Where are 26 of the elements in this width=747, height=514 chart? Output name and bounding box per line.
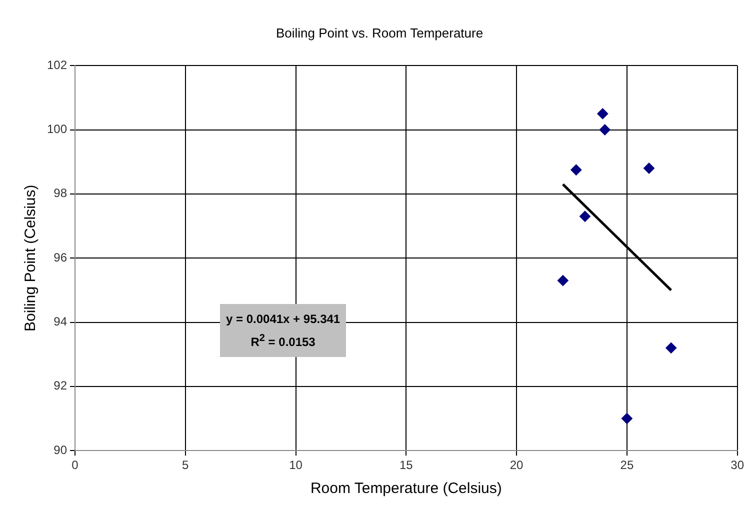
annotation: y = 0.0041x + 95.341 R$^{2}$ = 0.0153 [220,304,346,357]
point [644,162,655,174]
x-tick-label: 5 [182,458,190,472]
point [599,124,610,136]
point [570,164,582,176]
x-tick-label: 15 [399,458,414,472]
point [666,342,677,354]
y-axis-title: Boiling Point (Celsius) [22,184,40,332]
y-tick-label: 98 [54,186,68,200]
x-tick-label: 20 [510,458,524,472]
point [557,275,568,286]
y-tick-label: 102 [46,58,68,72]
x-tick-label: 0 [72,458,79,472]
point [579,210,590,222]
y-tick-label: 94 [54,314,68,329]
y-tick-label: 96 [54,250,68,264]
y-tick-label: 100 [46,122,68,136]
point [621,413,632,424]
y-tick-label: 90 [54,442,68,457]
chart-title: Boiling Point vs. Room Temperature [276,25,484,40]
y-tick-label: 92 [54,378,68,393]
x-tick-label: 25 [620,458,634,472]
x-tick-label: 10 [289,458,303,472]
x-axis-title: Room Temperature (Celsius) [310,480,502,498]
point [597,108,608,120]
x-tick-label: 30 [730,458,744,472]
